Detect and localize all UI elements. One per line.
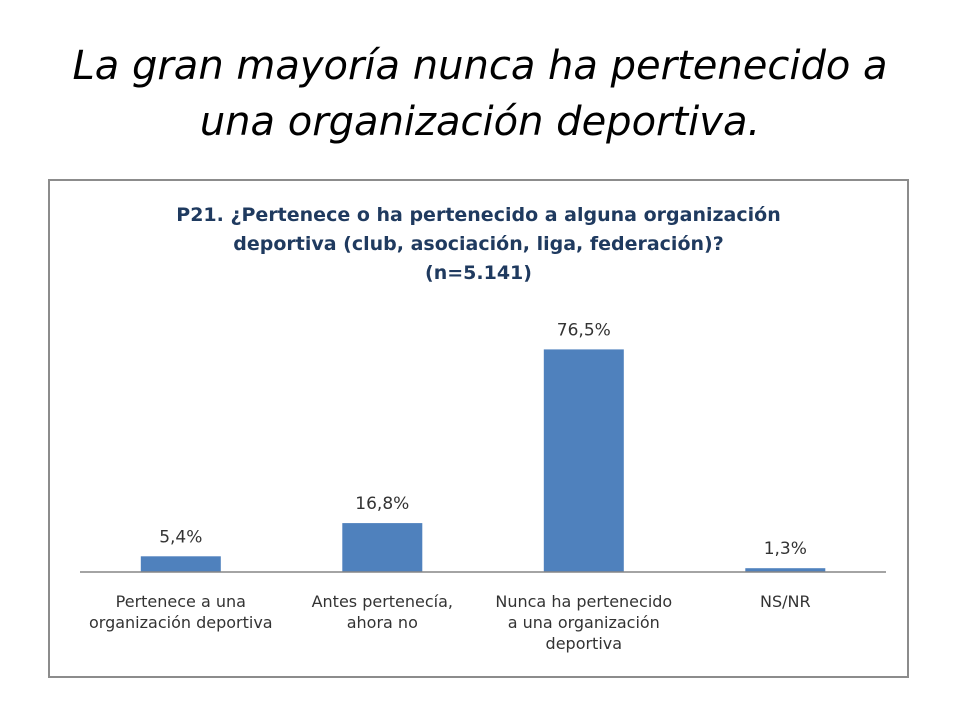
bar-1: [140, 556, 221, 572]
category-label-3-line-3: deportiva: [546, 634, 623, 653]
chart-title-line-1: P21. ¿Pertenece o ha pertenecido a algun…: [176, 204, 781, 226]
slide-title: La gran mayoría nunca ha pertenecido a u…: [40, 38, 920, 150]
data-label-1: 5,4%: [159, 527, 202, 547]
category-label-1-line-1: Pertenece a una: [116, 592, 246, 611]
chart-title-line-2: deportiva (club, asociación, liga, feder…: [233, 233, 724, 255]
category-label-4: NS/NR: [760, 592, 811, 611]
category-label-3: Nunca ha pertenecido a una organización de…: [495, 592, 672, 653]
category-label-3-line-1: Nunca ha pertenecido: [495, 592, 672, 611]
data-label-4: 1,3%: [764, 539, 807, 559]
category-label-4-line-1: NS/NR: [760, 592, 811, 611]
chart-title: P21. ¿Pertenece o ha pertenecido a algun…: [50, 201, 907, 288]
bar-3: [543, 349, 624, 572]
slide-title-line-1: La gran mayoría nunca ha pertenecido a: [72, 43, 888, 89]
chart-frame: P21. ¿Pertenece o ha pertenecido a algun…: [48, 179, 909, 678]
category-label-3-line-2: a una organización: [508, 613, 660, 632]
data-label-3: 76,5%: [557, 320, 611, 340]
chart-title-line-3: (n=5.141): [425, 262, 532, 284]
bar-2: [342, 523, 423, 572]
category-label-2-line-2: ahora no: [347, 613, 418, 632]
data-label-2: 16,8%: [355, 494, 409, 514]
slide-title-line-2: una organización deportiva.: [199, 99, 761, 145]
category-label-2: Antes pertenecía, ahora no: [312, 592, 453, 632]
category-label-1-line-2: organización deportiva: [89, 613, 273, 632]
bar-chart: 5,4% Pertenece a una organización deportiv…: [80, 320, 886, 653]
bar-4: [745, 568, 826, 572]
category-label-2-line-1: Antes pertenecía,: [312, 592, 453, 611]
category-label-1: Pertenece a una organización deportiva: [89, 592, 273, 632]
